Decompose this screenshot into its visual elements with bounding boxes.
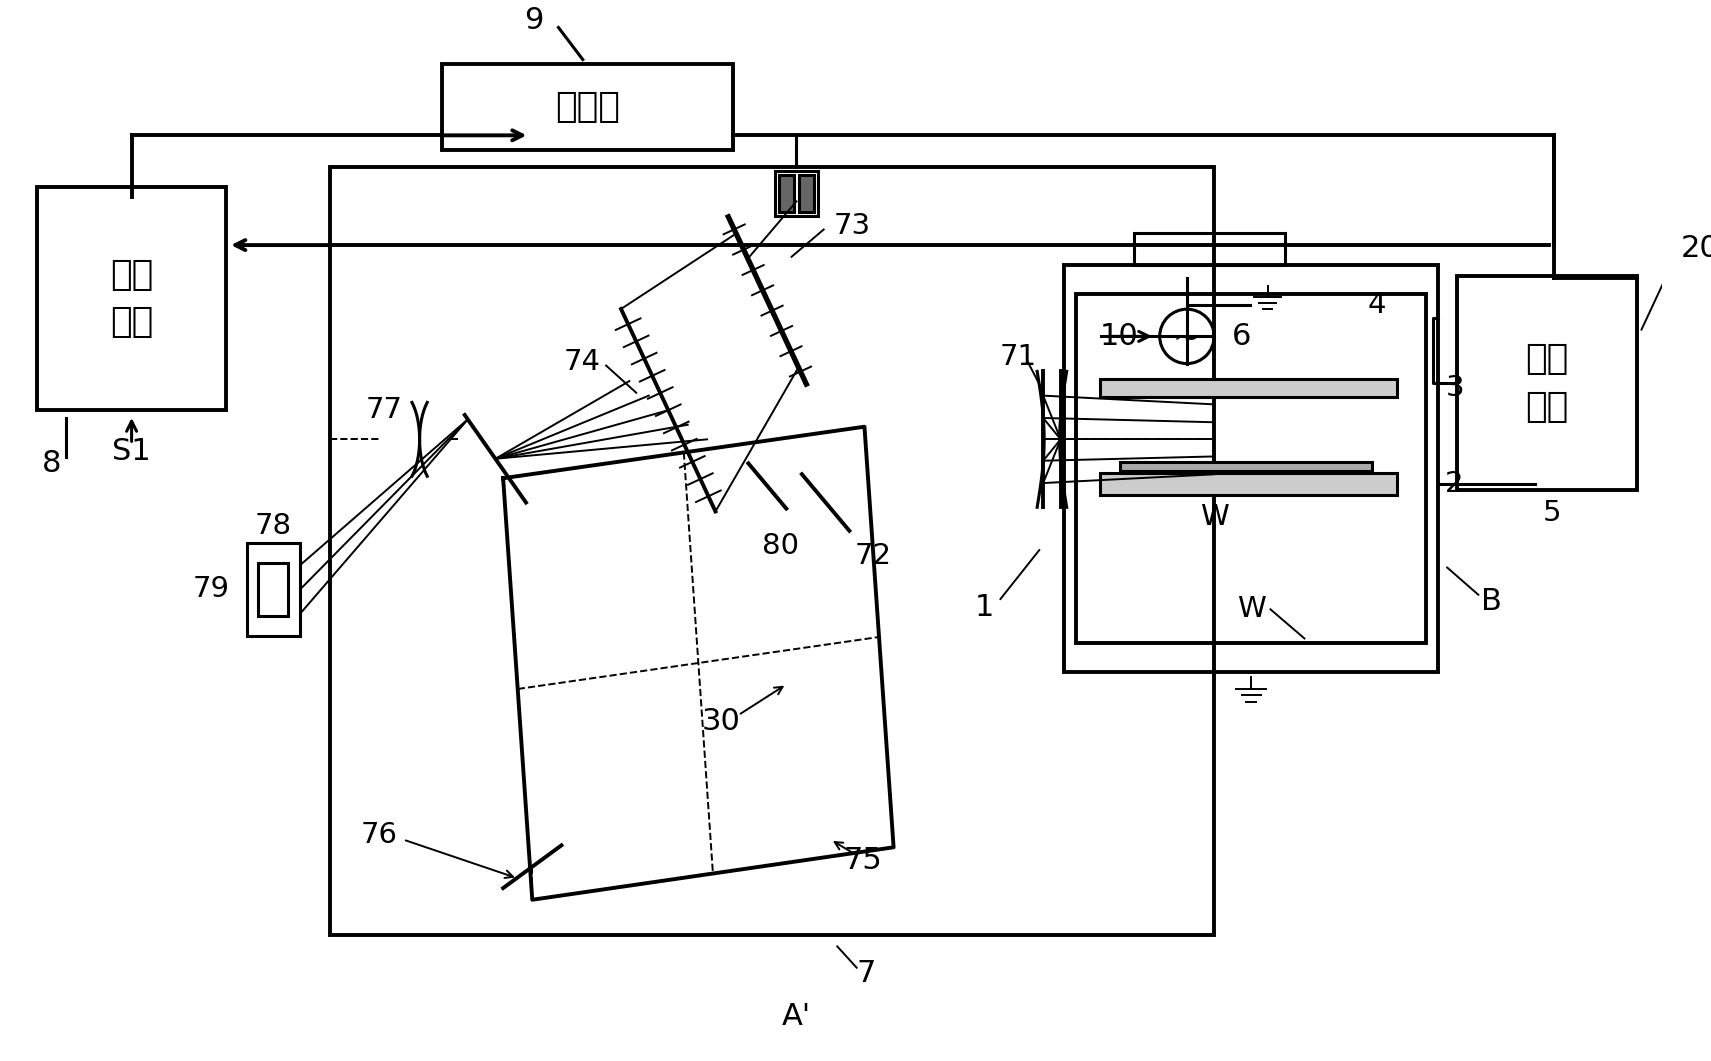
Text: A': A'	[782, 1002, 811, 1031]
Text: 供气
部分: 供气 部分	[1525, 343, 1569, 423]
Bar	[1100, 473, 1396, 494]
Bar	[1100, 379, 1396, 397]
Bar	[779, 175, 794, 212]
Text: W: W	[1199, 503, 1228, 532]
Text: 76: 76	[361, 820, 397, 849]
Text: 10: 10	[1100, 321, 1138, 351]
Text: S1: S1	[113, 436, 151, 466]
Text: 1: 1	[974, 593, 994, 622]
Bar	[38, 187, 226, 411]
Bar	[330, 168, 1215, 935]
Text: 控制器: 控制器	[554, 90, 619, 124]
Bar	[775, 171, 818, 216]
Text: 8: 8	[41, 449, 62, 479]
Text: 30: 30	[702, 707, 741, 735]
Text: 2: 2	[1446, 470, 1465, 498]
Text: 20: 20	[1680, 234, 1711, 263]
Text: 79: 79	[192, 575, 229, 604]
Text: 75: 75	[844, 847, 881, 875]
Text: 74: 74	[563, 348, 601, 376]
Text: 72: 72	[856, 542, 891, 570]
Bar	[258, 562, 289, 616]
Text: ~: ~	[1174, 321, 1201, 354]
Bar	[246, 543, 299, 636]
Text: 7: 7	[857, 959, 876, 988]
Text: 73: 73	[833, 211, 871, 240]
Text: 71: 71	[999, 343, 1037, 370]
Text: 78: 78	[255, 511, 293, 540]
Bar	[1064, 264, 1437, 673]
Bar	[1134, 233, 1285, 264]
Bar	[1121, 462, 1372, 471]
Bar	[1076, 294, 1425, 643]
Bar	[799, 175, 814, 212]
Text: 5: 5	[1542, 499, 1560, 527]
Text: 80: 80	[763, 533, 799, 560]
Bar	[1458, 276, 1637, 490]
Text: 6: 6	[1232, 321, 1251, 351]
Text: 9: 9	[525, 6, 544, 35]
Text: W: W	[1237, 595, 1266, 623]
Text: 77: 77	[366, 396, 404, 424]
Text: B: B	[1480, 587, 1501, 616]
Text: 3: 3	[1446, 373, 1465, 402]
Text: 4: 4	[1369, 292, 1386, 319]
Bar	[441, 65, 734, 150]
Text: 计算
部分: 计算 部分	[110, 258, 154, 340]
